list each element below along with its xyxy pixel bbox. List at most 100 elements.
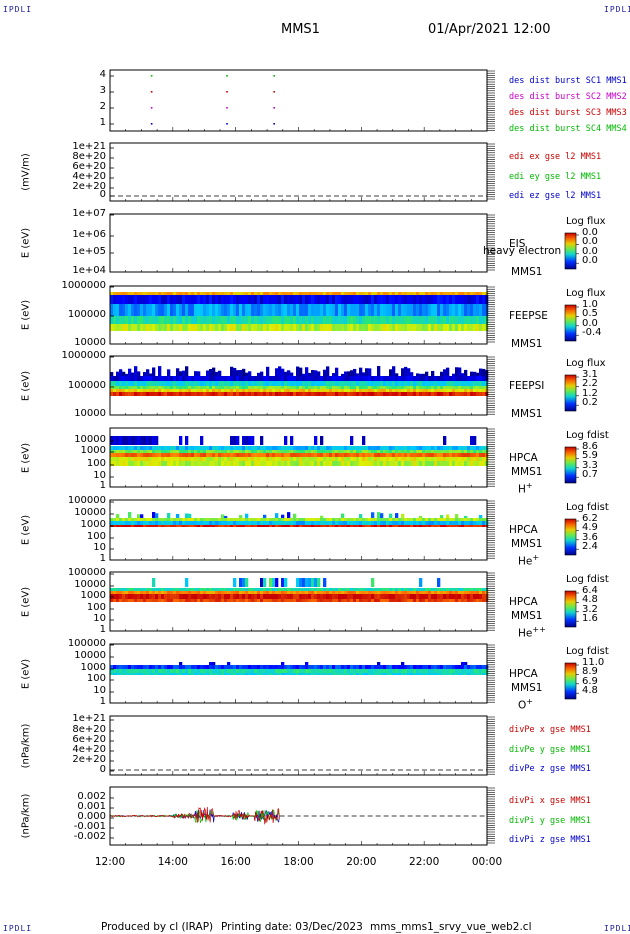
spectrogram-cell xyxy=(209,386,213,389)
spectrogram-cell xyxy=(443,453,447,457)
spectrogram-cell xyxy=(302,304,306,316)
spectrogram-cell xyxy=(425,316,429,324)
spectrogram-cell xyxy=(443,304,447,316)
colorbar-title: Log flux xyxy=(566,288,606,299)
spectrogram-cell xyxy=(440,376,444,381)
spectrogram-cell xyxy=(479,665,483,669)
spectrogram-cell xyxy=(305,292,309,295)
spectrogram-cell xyxy=(380,381,384,386)
spectrogram-cell xyxy=(254,324,258,331)
spectrogram-cell xyxy=(449,376,453,381)
spectrogram-cell xyxy=(284,446,288,450)
spectrogram-cell xyxy=(470,521,474,525)
spectrogram-cell xyxy=(278,669,282,673)
spectrogram-cell xyxy=(197,324,201,331)
spectrogram-cell xyxy=(338,599,342,602)
spectrogram-cell xyxy=(314,588,318,591)
spectrogram-cell xyxy=(404,453,408,457)
spectrogram-cell xyxy=(128,669,132,673)
spectrogram-cell xyxy=(290,295,294,304)
spectrogram-cell xyxy=(113,295,117,304)
spectrogram-cell xyxy=(278,304,282,316)
spectrogram-cell xyxy=(146,389,150,392)
spectrogram-cell xyxy=(467,450,471,453)
spectrogram-cell xyxy=(290,372,294,376)
spectrogram-cell xyxy=(374,304,378,316)
spectrogram-cell xyxy=(461,381,465,386)
spectrogram-cell xyxy=(395,446,399,450)
spectrogram-cell xyxy=(311,450,315,453)
spectrogram-cell xyxy=(134,446,138,450)
spectrogram-cell xyxy=(287,521,291,525)
spectrogram-cell xyxy=(374,461,378,466)
spectrogram-cell xyxy=(155,673,159,675)
spectrogram-cell xyxy=(437,386,441,389)
spectrogram-cell xyxy=(242,578,246,587)
spectrogram-cell xyxy=(281,594,285,599)
spectrogram-cell xyxy=(398,518,402,521)
spectrogram-cell xyxy=(359,316,363,324)
spectrogram-cell xyxy=(392,392,396,396)
spectrogram-cell xyxy=(296,292,300,295)
spectrogram-cell xyxy=(425,525,429,527)
spectrogram-cell xyxy=(341,446,345,450)
spectrogram-cell xyxy=(347,295,351,304)
spectrogram-cell xyxy=(140,450,144,453)
spectrogram-cell xyxy=(440,453,444,457)
spectrogram-cell xyxy=(446,381,450,386)
spectrogram-cell xyxy=(332,376,336,381)
spectrogram-cell xyxy=(248,450,252,453)
spectrogram-cell xyxy=(413,392,417,396)
spectrogram-cell xyxy=(128,450,132,453)
spectrogram-cell xyxy=(398,450,402,453)
spectrogram-cell xyxy=(206,370,210,376)
spectrogram-cell xyxy=(443,525,447,527)
spectrogram-cell xyxy=(380,457,384,461)
spectrogram-cell xyxy=(143,518,147,521)
spectrogram-cell xyxy=(287,591,291,594)
spectrogram-cell xyxy=(458,292,462,295)
spectrogram-cell xyxy=(239,591,243,594)
spectrogram-cell xyxy=(143,324,147,331)
spectrogram-cell xyxy=(350,436,354,445)
spectrogram-cell xyxy=(395,669,399,673)
spectrogram-cell xyxy=(356,381,360,386)
y-tick-label: 1e+06 xyxy=(72,229,106,240)
spectrogram-cell xyxy=(302,392,306,396)
spectrogram-cell xyxy=(383,588,387,591)
spectrogram-cell xyxy=(443,386,447,389)
colorbar-tick-label: 1.2 xyxy=(582,387,598,399)
spectrogram-cell xyxy=(344,591,348,594)
spectrogram-cell xyxy=(158,457,162,461)
spectrogram-cell xyxy=(305,386,309,389)
spectrogram-cell xyxy=(113,591,117,594)
spectrogram-cell xyxy=(350,594,354,599)
spectrogram-cell xyxy=(233,392,237,396)
spectrogram-cell xyxy=(194,324,198,331)
spectrogram-cell xyxy=(323,594,327,599)
spectrogram-cell xyxy=(272,376,276,381)
spectrogram-cell xyxy=(215,518,219,521)
spectrogram-cell xyxy=(425,371,429,376)
spectrogram-cell xyxy=(377,453,381,457)
spectrogram-cell xyxy=(335,669,339,673)
spectrogram-cell xyxy=(446,594,450,599)
spectrogram-cell xyxy=(263,392,267,396)
spectrogram-cell xyxy=(416,521,420,525)
spectrogram-cell xyxy=(245,316,249,324)
spectrogram-cell xyxy=(440,669,444,673)
spectrogram-cell xyxy=(473,591,477,594)
spectrogram-cell xyxy=(470,371,474,376)
species-charge: ++ xyxy=(532,625,546,634)
spectrogram-cell xyxy=(167,599,171,602)
spectrogram-cell xyxy=(206,450,210,453)
spectrogram-cell xyxy=(161,316,165,324)
spectrogram-cell xyxy=(245,450,249,453)
spectrogram-cell xyxy=(221,518,225,521)
spectrogram-cell xyxy=(188,304,192,316)
spectrogram-cell xyxy=(341,525,345,527)
y-tick-label: 10 xyxy=(93,470,106,481)
spectrogram-cell xyxy=(371,389,375,392)
spectrogram-cell xyxy=(287,324,291,331)
spectrogram-cell xyxy=(128,436,132,445)
